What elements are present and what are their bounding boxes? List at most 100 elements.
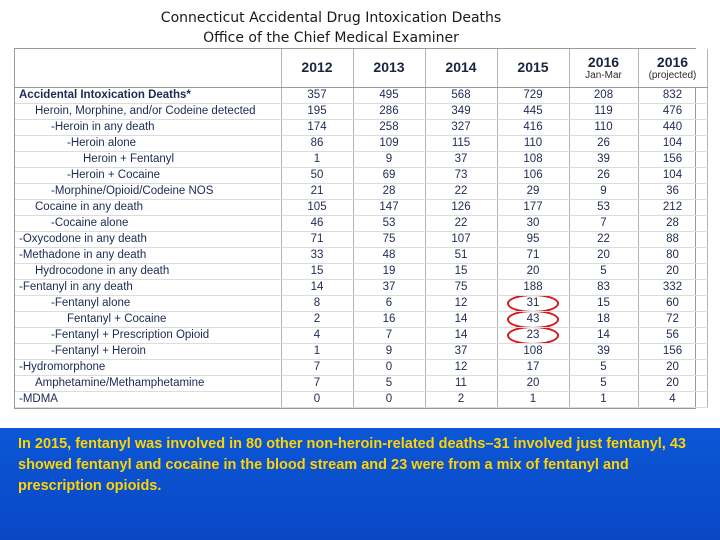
cell-value: 476 xyxy=(638,103,708,120)
cell-value: 108 xyxy=(497,343,570,360)
cell-value: 39 xyxy=(569,151,639,168)
cell-value: 7 xyxy=(353,327,426,344)
cell-value: 156 xyxy=(638,343,708,360)
cell-value: 147 xyxy=(353,199,426,216)
cell-value: 110 xyxy=(497,135,570,152)
header-year: 2016 Jan-Mar xyxy=(569,49,639,88)
table-row: -Oxycodone in any death 71 75 107 95 22 88 xyxy=(15,231,708,248)
deaths-table: 2012 2013 2014 2015 2016 Jan-Mar 2016 (pro… xyxy=(15,49,708,408)
cell-value: 23 xyxy=(497,327,570,344)
cell-value: 105 xyxy=(281,199,354,216)
cell-value: 106 xyxy=(497,167,570,184)
caption-panel xyxy=(0,428,720,540)
cell-value: 1 xyxy=(497,391,570,408)
cell-value: 188 xyxy=(497,279,570,296)
row-label: -Fentanyl in any death xyxy=(15,279,282,296)
cell-value: 177 xyxy=(497,199,570,216)
cell-value: 15 xyxy=(569,295,639,312)
row-label: Accidental Intoxication Deaths* xyxy=(15,87,282,104)
cell-value: 53 xyxy=(353,215,426,232)
cell-value: 71 xyxy=(281,231,354,248)
row-label: -Fentanyl + Prescription Opioid xyxy=(15,327,282,344)
cell-value: 5 xyxy=(353,375,426,392)
table-row: -Heroin alone 86 109 115 110 26 104 xyxy=(15,135,708,152)
table-row: -Methadone in any death 33 48 51 71 20 80 xyxy=(15,247,708,264)
cell-value: 212 xyxy=(638,199,708,216)
row-label: -MDMA xyxy=(15,391,282,408)
cell-value: 88 xyxy=(638,231,708,248)
cell-value: 4 xyxy=(638,391,708,408)
cell-value: 21 xyxy=(281,183,354,200)
cell-value: 26 xyxy=(569,135,639,152)
cell-value: 12 xyxy=(425,359,498,376)
cell-value: 14 xyxy=(425,327,498,344)
cell-value: 8 xyxy=(281,295,354,312)
row-label: -Heroin in any death xyxy=(15,119,282,136)
table-row: -Morphine/Opioid/Codeine NOS 21 28 22 29 9 36 xyxy=(15,183,708,200)
cell-value: 80 xyxy=(638,247,708,264)
cell-value: 115 xyxy=(425,135,498,152)
cell-value: 31 xyxy=(497,295,570,312)
cell-value: 69 xyxy=(353,167,426,184)
cell-value: 2 xyxy=(425,391,498,408)
table-row: -Heroin in any death 174 258 327 416 110 440 xyxy=(15,119,708,136)
cell-value: 104 xyxy=(638,135,708,152)
cell-value: 37 xyxy=(353,279,426,296)
cell-value: 0 xyxy=(353,391,426,408)
cell-value: 28 xyxy=(353,183,426,200)
cell-value: 73 xyxy=(425,167,498,184)
cell-value: 110 xyxy=(569,119,639,136)
cell-value: 20 xyxy=(638,375,708,392)
header-year: 2014 xyxy=(425,49,498,88)
cell-value: 20 xyxy=(569,247,639,264)
cell-value: 7 xyxy=(281,359,354,376)
cell-value: 14 xyxy=(569,327,639,344)
cell-value: 156 xyxy=(638,151,708,168)
cell-value: 109 xyxy=(353,135,426,152)
cell-value: 18 xyxy=(569,311,639,328)
cell-value: 50 xyxy=(281,167,354,184)
slide-title: Connecticut Accidental Drug Intoxication… xyxy=(0,8,662,48)
cell-value: 22 xyxy=(425,183,498,200)
row-label: -Heroin alone xyxy=(15,135,282,152)
cell-value: 33 xyxy=(281,247,354,264)
cell-value: 86 xyxy=(281,135,354,152)
row-label: -Methadone in any death xyxy=(15,247,282,264)
cell-value: 495 xyxy=(353,87,426,104)
table-row: -Heroin + Cocaine 50 69 73 106 26 104 xyxy=(15,167,708,184)
header-year: 2012 xyxy=(281,49,354,88)
header-year: 2013 xyxy=(353,49,426,88)
cell-value: 9 xyxy=(353,151,426,168)
table-row: Hydrocodone in any death 15 19 15 20 5 20 xyxy=(15,263,708,280)
cell-value: 37 xyxy=(425,151,498,168)
table-row: Heroin, Morphine, and/or Codeine detecte… xyxy=(15,103,708,120)
row-label: -Hydromorphone xyxy=(15,359,282,376)
cell-value: 11 xyxy=(425,375,498,392)
cell-value: 729 xyxy=(497,87,570,104)
row-label: Hydrocodone in any death xyxy=(15,263,282,280)
cell-value: 83 xyxy=(569,279,639,296)
cell-value: 357 xyxy=(281,87,354,104)
cell-value: 37 xyxy=(425,343,498,360)
cell-value: 5 xyxy=(569,359,639,376)
table-row: -Fentanyl alone 8 6 12 31 15 60 xyxy=(15,295,708,312)
table-row: Heroin + Fentanyl 1 9 37 108 39 156 xyxy=(15,151,708,168)
row-label: Cocaine in any death xyxy=(15,199,282,216)
cell-value: 48 xyxy=(353,247,426,264)
cell-value: 440 xyxy=(638,119,708,136)
row-label: Fentanyl + Cocaine xyxy=(15,311,282,328)
cell-value: 60 xyxy=(638,295,708,312)
caption-text: In 2015, fentanyl was involved in 80 oth… xyxy=(18,436,686,494)
deaths-table-container: 2012 2013 2014 2015 2016 Jan-Mar 2016 (pro… xyxy=(14,48,708,409)
table-header-row: 2012 2013 2014 2015 2016 Jan-Mar 2016 (pro… xyxy=(15,49,708,88)
row-label: -Cocaine alone xyxy=(15,215,282,232)
cell-value: 29 xyxy=(497,183,570,200)
cell-value: 119 xyxy=(569,103,639,120)
cell-value: 327 xyxy=(425,119,498,136)
cell-value: 174 xyxy=(281,119,354,136)
cell-value: 107 xyxy=(425,231,498,248)
cell-value: 20 xyxy=(497,375,570,392)
cell-value: 16 xyxy=(353,311,426,328)
row-label: Amphetamine/Methamphetamine xyxy=(15,375,282,392)
row-label: -Fentanyl alone xyxy=(15,295,282,312)
